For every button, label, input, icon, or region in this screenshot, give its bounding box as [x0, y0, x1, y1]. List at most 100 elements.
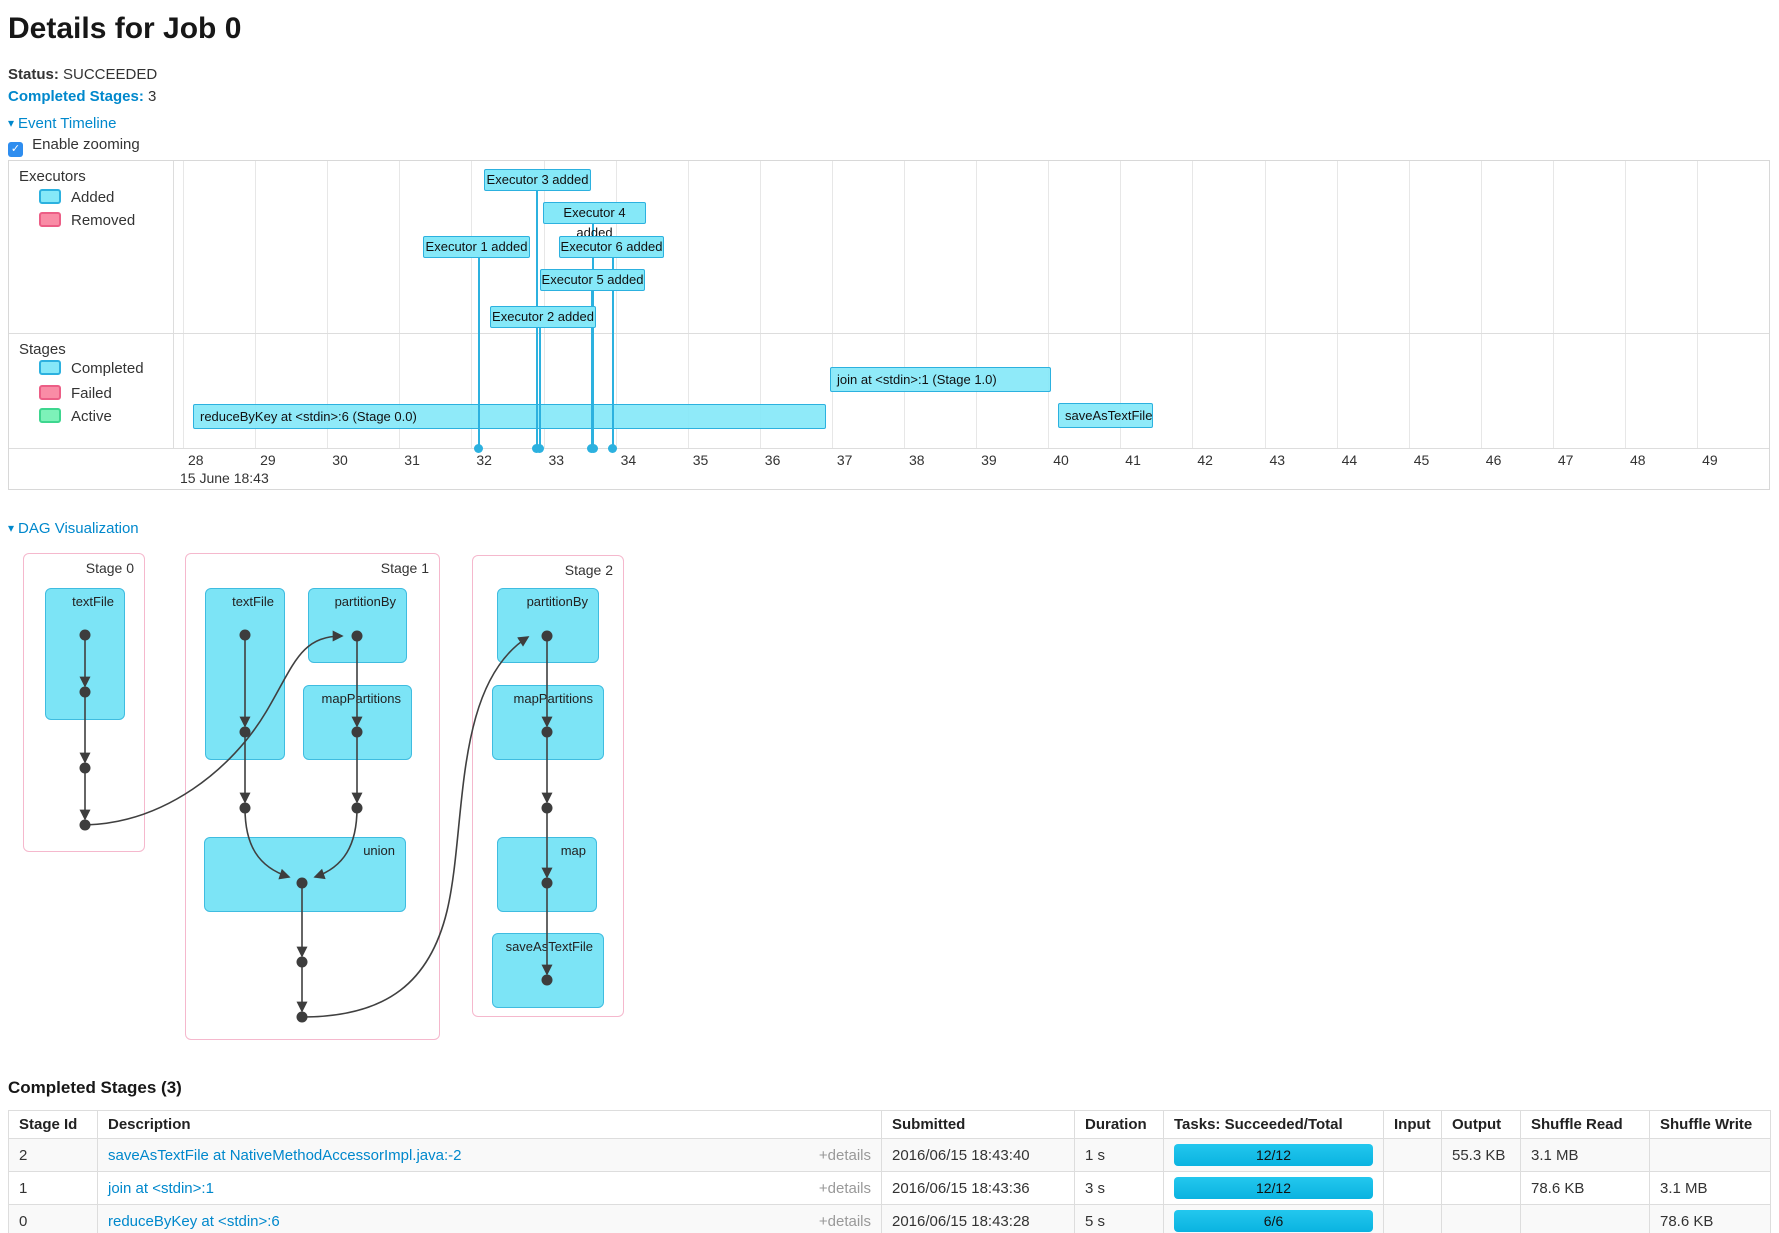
details-toggle[interactable]: +details [818, 1212, 871, 1230]
tasks-progress-bar: 12/12 [1174, 1144, 1373, 1166]
cell-duration: 1 s [1074, 1138, 1164, 1172]
dag-node-mappartitions-stage2: mapPartitions [492, 685, 604, 760]
timeline-event-executor-3[interactable]: Executor 3 added [484, 169, 591, 191]
cell-shuffle-read: 3.1 MB [1520, 1138, 1650, 1172]
axis-date-label: 15 June 18:43 [180, 470, 269, 486]
timeline-event-executor-1[interactable]: Executor 1 added [423, 236, 530, 258]
stage-description-link[interactable]: saveAsTextFile at NativeMethodAccessorIm… [108, 1146, 462, 1164]
cell-input [1383, 1171, 1442, 1205]
gridline [904, 161, 905, 448]
header-input[interactable]: Input [1383, 1110, 1442, 1139]
cell-submitted: 2016/06/15 18:43:40 [881, 1138, 1075, 1172]
axis-tick-label: 32 [476, 452, 492, 468]
enable-zooming-checkbox[interactable]: ✓ [8, 142, 23, 157]
event-dot [608, 444, 617, 453]
header-description[interactable]: Description [97, 1110, 882, 1139]
gridline [1480, 161, 1482, 448]
table-header-row: Stage Id Description Submitted Duration … [8, 1110, 1771, 1139]
event-line [591, 291, 593, 449]
dag-node-textfile-stage0: textFile [45, 588, 125, 720]
header-stage-id[interactable]: Stage Id [8, 1110, 98, 1139]
gridline [255, 161, 257, 448]
cell-tasks: 12/12 [1163, 1138, 1384, 1172]
stage-active-label: Active [71, 408, 112, 425]
completed-stages-heading: Completed Stages (3) [8, 1078, 182, 1097]
axis-tick-label: 29 [260, 452, 276, 468]
details-toggle[interactable]: +details [818, 1146, 871, 1164]
dag-visualization-link[interactable]: DAG Visualization [18, 520, 139, 537]
gridline [687, 161, 689, 448]
gridline [471, 161, 473, 448]
cell-shuffle-read: 78.6 KB [1520, 1171, 1650, 1205]
event-timeline-toggle[interactable]: ▾ Event Timeline [8, 115, 116, 132]
stage-description-link[interactable]: reduceByKey at <stdin>:6 [108, 1212, 280, 1230]
cell-shuffle-read [1520, 1204, 1650, 1233]
legend-divider [173, 161, 174, 448]
details-toggle[interactable]: +details [818, 1179, 871, 1197]
dag-stage-2-label: Stage 2 [564, 562, 613, 578]
dag-node-mappartitions-stage1: mapPartitions [303, 685, 412, 760]
event-timeline-link[interactable]: Event Timeline [18, 115, 117, 132]
axis-tick-label: 28 [188, 452, 204, 468]
timeline-event-executor-2[interactable]: Executor 2 added [490, 306, 596, 328]
table-row: 1 join at <stdin>:1 +details 2016/06/15 … [8, 1171, 1771, 1205]
gridline [327, 161, 329, 448]
gridline [615, 161, 617, 448]
dag-stage-0-label: Stage 0 [85, 560, 134, 576]
gridline [1048, 161, 1050, 448]
dag-node-label: textFile [72, 594, 114, 609]
stage-failed-swatch [39, 385, 61, 400]
enable-zooming-label: Enable zooming [32, 136, 140, 153]
stage-active-swatch [39, 408, 61, 423]
collapse-triangle-icon: ▾ [8, 521, 15, 535]
dag-canvas: Stage 0 Stage 1 Stage 2 textFile textFil… [0, 545, 700, 1070]
cell-input [1383, 1204, 1442, 1233]
dag-node-partitionby-stage1: partitionBy [308, 588, 407, 663]
timeline-event-executor-5[interactable]: Executor 5 added [540, 269, 645, 291]
stage-description-link[interactable]: join at <stdin>:1 [108, 1179, 214, 1197]
gridline [1192, 161, 1194, 448]
event-timeline-chart: 28 29 30 31 32 33 34 35 36 37 38 39 40 41 42 43 44 45 46 47… [8, 160, 1770, 490]
table-row: 2 saveAsTextFile at NativeMethodAccessor… [8, 1138, 1771, 1172]
cell-tasks: 6/6 [1163, 1204, 1384, 1233]
completed-stages-link[interactable]: Completed Stages: [8, 88, 144, 105]
tasks-progress-bar: 12/12 [1174, 1177, 1373, 1199]
gridline [1697, 161, 1699, 448]
header-duration[interactable]: Duration [1074, 1110, 1164, 1139]
gridline [759, 161, 761, 448]
cell-description: join at <stdin>:1 +details [97, 1171, 882, 1205]
dag-node-label: map [560, 843, 586, 858]
header-shuffle-read[interactable]: Shuffle Read [1520, 1110, 1650, 1139]
timeline-stage-bar-2[interactable]: saveAsTextFile [1058, 403, 1153, 428]
header-output[interactable]: Output [1441, 1110, 1521, 1139]
axis-tick-label: 46 [1485, 452, 1502, 468]
axis-tick-label: 34 [620, 452, 637, 468]
cell-shuffle-write: 78.6 KB [1649, 1204, 1771, 1233]
timeline-event-executor-4[interactable]: Executor 4 added [543, 202, 646, 240]
timeline-stage-bar-0[interactable]: reduceByKey at <stdin>:6 (Stage 0.0) [193, 404, 826, 429]
timeline-stage-bar-1[interactable]: join at <stdin>:1 (Stage 1.0) [830, 367, 1051, 392]
dag-node-textfile-stage1: textFile [205, 588, 285, 760]
header-submitted[interactable]: Submitted [881, 1110, 1075, 1139]
axis-tick-label: 40 [1053, 452, 1069, 468]
executor-removed-swatch [39, 212, 61, 227]
dag-node-saveastextfile-stage2: saveAsTextFile [492, 933, 604, 1008]
gridline [831, 161, 833, 448]
header-tasks[interactable]: Tasks: Succeeded/Total [1163, 1110, 1384, 1139]
header-shuffle-write[interactable]: Shuffle Write [1649, 1110, 1771, 1139]
completed-stages-table: Stage Id Description Submitted Duration … [8, 1110, 1771, 1233]
cell-description: reduceByKey at <stdin>:6 +details [97, 1204, 882, 1233]
cell-output [1441, 1204, 1521, 1233]
cell-submitted: 2016/06/15 18:43:28 [881, 1204, 1075, 1233]
dag-node-union-stage1: union [204, 837, 406, 912]
axis-tick-label: 49 [1702, 452, 1718, 468]
axis-tick-label: 41 [1125, 452, 1141, 468]
dag-visualization-toggle[interactable]: ▾ DAG Visualization [8, 520, 139, 537]
page-title: Details for Job 0 [8, 12, 242, 45]
event-dot [589, 444, 598, 453]
event-line [592, 224, 594, 449]
cell-stage-id: 2 [8, 1138, 98, 1172]
enable-zooming-row: ✓ Enable zooming [8, 136, 140, 157]
completed-stages-count: 3 [148, 88, 157, 105]
timeline-event-executor-6[interactable]: Executor 6 added [559, 236, 664, 258]
